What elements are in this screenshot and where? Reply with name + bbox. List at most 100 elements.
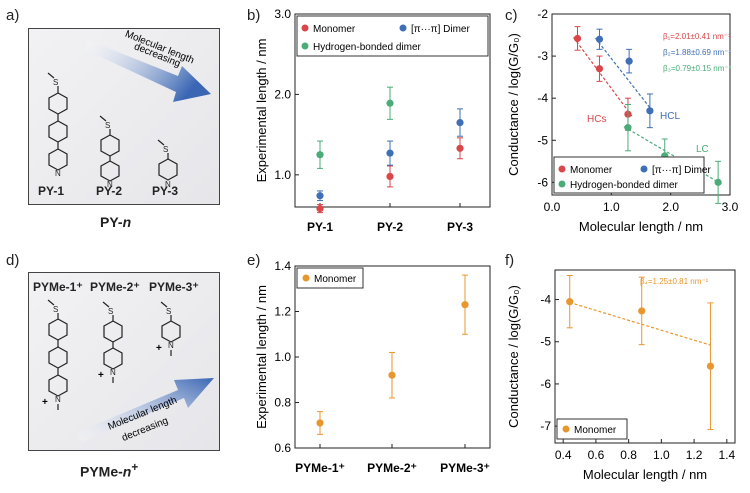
svg-text:S: S bbox=[163, 145, 168, 154]
pyme1-molecule: S N bbox=[47, 299, 68, 410]
plot-frame bbox=[554, 269, 736, 444]
x-tick-label: PY-1 bbox=[307, 220, 333, 234]
data-point bbox=[388, 371, 396, 379]
y-tick-label: 0.6 bbox=[274, 441, 291, 455]
data-point bbox=[316, 205, 324, 213]
x-tick-label: PYMe-2⁺ bbox=[367, 461, 417, 475]
molecule-diagram-d: Molecular length decreasing S N + S N + … bbox=[42, 299, 214, 444]
legend-label: Hydrogen-bonded dimer bbox=[313, 42, 422, 53]
data-point bbox=[316, 192, 324, 200]
data-point bbox=[461, 301, 469, 309]
hcl-label: HCL bbox=[660, 111, 680, 122]
fit-line bbox=[569, 301, 711, 346]
y-tick-label: -3 bbox=[537, 49, 548, 63]
panel-label-a: a) bbox=[6, 7, 20, 24]
arrow-icon bbox=[78, 378, 214, 442]
x-tick-label: 2.0 bbox=[662, 200, 679, 214]
panel-label-d: d) bbox=[6, 252, 20, 269]
py2-molecule: S N bbox=[99, 115, 120, 189]
y-tick-label: 1.0 bbox=[274, 350, 291, 364]
data-point bbox=[595, 35, 604, 43]
svg-text:S: S bbox=[166, 307, 171, 316]
data-point bbox=[456, 118, 464, 127]
data-point bbox=[316, 419, 324, 427]
fit-line bbox=[594, 37, 655, 114]
pyme3-molecule: S N bbox=[160, 301, 181, 356]
x-tick-label: 0.8 bbox=[620, 448, 637, 462]
chart-c: -2 -3 -4 -5 -6 0.0 1.0 2.0 3.0 Molecular length /… bbox=[506, 7, 739, 234]
caption-d-main: PYMe- bbox=[80, 463, 123, 480]
x-tick-label: 1.0 bbox=[603, 200, 620, 214]
legend-label: [π···π] Dimer bbox=[411, 24, 470, 35]
x-axis-label: Molecular length / nm bbox=[583, 467, 707, 482]
pyme1-label: PYMe-1⁺ bbox=[33, 280, 83, 294]
y-tick-label: -5 bbox=[537, 133, 548, 147]
data-point bbox=[706, 362, 715, 370]
legend-marker bbox=[301, 42, 309, 50]
pyme3-label: PYMe-3⁺ bbox=[149, 280, 199, 294]
data-point bbox=[386, 99, 394, 107]
chart-e: 0.6 0.8 1.0 1.2 1.4 PYMe-1⁺ PYMe-2⁺ PYMe-3⁺ Expe… bbox=[254, 259, 491, 475]
legend-marker bbox=[302, 274, 310, 282]
legend-marker bbox=[562, 425, 570, 433]
svg-text:N: N bbox=[165, 180, 171, 189]
x-tick-label: 1.4 bbox=[718, 448, 735, 462]
x-tick-label: PYMe-3⁺ bbox=[440, 461, 490, 475]
py3-label: PY-3 bbox=[152, 184, 179, 198]
data-point bbox=[386, 172, 394, 181]
svg-text:S: S bbox=[53, 78, 58, 87]
py1-label: PY-1 bbox=[38, 184, 65, 198]
panel-label-b: b) bbox=[247, 7, 261, 24]
y-axis-label: Experimental length / nm bbox=[254, 285, 269, 429]
charge-2: + bbox=[98, 370, 104, 381]
svg-text:S: S bbox=[105, 121, 110, 130]
legend-marker bbox=[640, 165, 648, 173]
data-point bbox=[595, 65, 604, 73]
data-point bbox=[566, 298, 574, 306]
data-point bbox=[714, 178, 722, 186]
plot-frame bbox=[551, 13, 731, 196]
svg-text:N: N bbox=[55, 395, 61, 404]
legend-label: Monomer bbox=[574, 425, 617, 436]
charge-3: + bbox=[156, 343, 162, 354]
legend-label: Hydrogen-bonded dimer bbox=[570, 180, 679, 191]
y-tick-label: -5 bbox=[540, 335, 551, 349]
y-tick-label: 1.4 bbox=[274, 259, 291, 273]
pyme2-label: PYMe-2⁺ bbox=[90, 280, 140, 294]
y-tick-label: -2 bbox=[537, 7, 548, 21]
panel-label-e: e) bbox=[247, 252, 261, 269]
svg-text:N: N bbox=[168, 341, 174, 350]
data-point bbox=[456, 144, 464, 152]
data-point bbox=[625, 57, 633, 65]
legend-marker bbox=[301, 24, 309, 32]
caption-a-main: PY- bbox=[100, 214, 123, 230]
legend-box bbox=[553, 156, 705, 194]
legend-label: [π···π] Dimer bbox=[652, 165, 711, 176]
legend-label: Monomer bbox=[570, 165, 613, 176]
beta1-annotation: β₁=2.01±0.41 nm⁻¹ bbox=[663, 32, 731, 41]
legend-marker bbox=[558, 180, 566, 188]
data-point bbox=[386, 149, 394, 157]
y-tick-label: -4 bbox=[537, 91, 548, 105]
y-tick-label: -4 bbox=[540, 293, 551, 307]
caption-d-italic: n bbox=[122, 463, 132, 480]
legend-label: Monomer bbox=[314, 274, 357, 285]
panel-label-f: f) bbox=[505, 252, 515, 269]
y-tick-label: 0.8 bbox=[274, 396, 291, 410]
caption-d-sup: + bbox=[131, 461, 139, 474]
fit-line bbox=[573, 37, 633, 117]
beta2-annotation: β₂=1.88±0.69 nm⁻¹ bbox=[663, 48, 731, 57]
x-tick-label: 1.0 bbox=[653, 448, 670, 462]
x-axis-label: Molecular length / nm bbox=[579, 219, 703, 234]
lc-label: LC bbox=[696, 144, 709, 155]
svg-text:N: N bbox=[55, 169, 61, 178]
data-point bbox=[624, 124, 632, 132]
legend-marker bbox=[558, 165, 566, 173]
legend-box bbox=[296, 15, 489, 57]
py1-molecule: S N bbox=[47, 72, 68, 178]
svg-text:S: S bbox=[108, 307, 113, 316]
y-tick-label: 3.0 bbox=[274, 7, 291, 21]
y-axis-label: Experimental length / nm bbox=[254, 39, 269, 183]
y-axis-label: Conductance / log(G/G₀) bbox=[506, 33, 521, 176]
y-tick-label: -7 bbox=[540, 419, 551, 433]
